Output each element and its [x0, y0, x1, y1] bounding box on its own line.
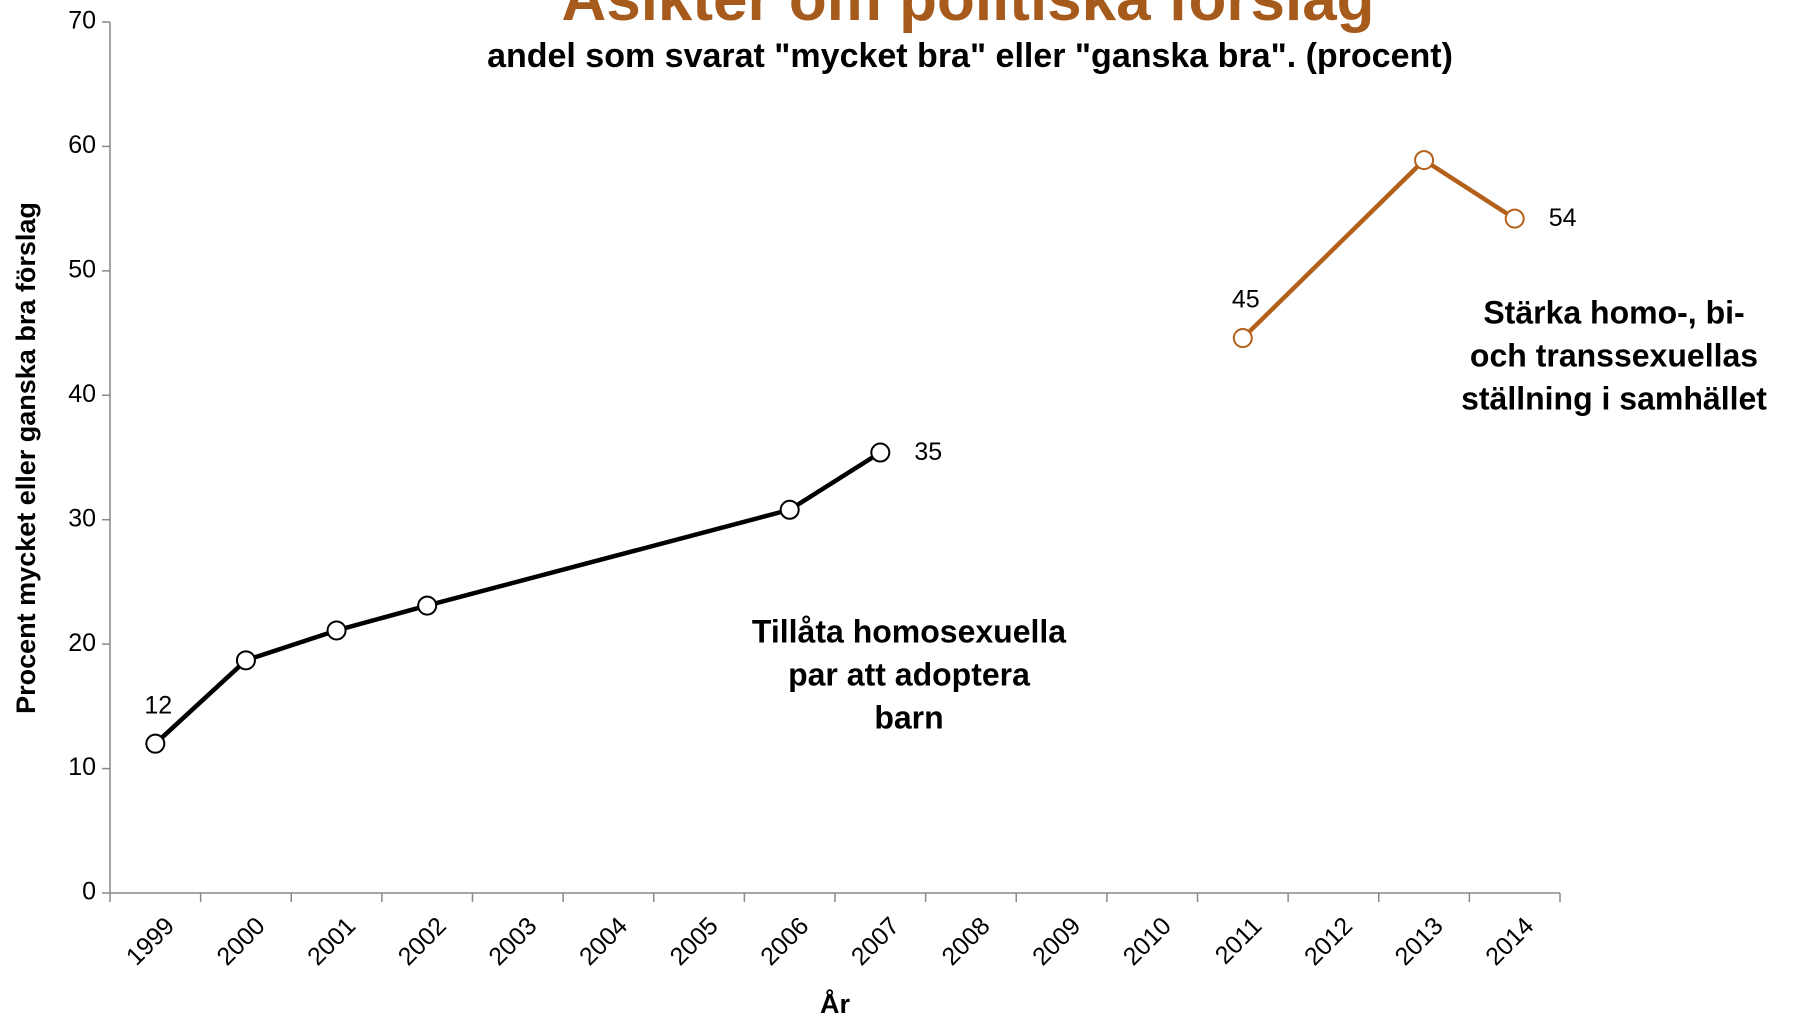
x-tick-label: 2007 [846, 912, 905, 971]
data-point [1504, 208, 1525, 229]
y-tick-label: 70 [68, 7, 96, 35]
series-annotation: och transsexuellas [1470, 337, 1758, 373]
data-point [417, 595, 438, 616]
series-annotation: Tillåta homosexuella [752, 613, 1066, 649]
x-tick-label: 2011 [1210, 912, 1268, 970]
data-label: 12 [144, 691, 172, 719]
series-annotation: par att adoptera [788, 656, 1030, 692]
data-point [779, 499, 800, 520]
chart-title: Åsikter om politiska förslag [561, 0, 1374, 34]
x-tick-label: 2012 [1299, 912, 1358, 971]
data-label: 35 [914, 438, 942, 466]
y-tick-label: 50 [68, 255, 96, 283]
data-point [326, 620, 347, 641]
series-line [153, 450, 882, 746]
x-tick-label: 2010 [1118, 912, 1177, 971]
x-tick-label: 2002 [393, 912, 452, 971]
x-tick-label: 2005 [665, 912, 724, 971]
data-point [1414, 150, 1435, 171]
y-tick-label: 20 [68, 629, 96, 657]
y-tick-label: 10 [68, 753, 96, 781]
x-tick-label: 2014 [1480, 912, 1539, 971]
data-point [1232, 328, 1253, 349]
y-tick-label: 40 [68, 380, 96, 408]
y-tick-label: 0 [82, 878, 96, 906]
x-tick-label: 2013 [1390, 912, 1449, 971]
x-tick-label: 2004 [574, 912, 633, 971]
x-tick-label: 2000 [211, 912, 270, 971]
x-tick-label: 2003 [483, 912, 542, 971]
x-tick-label: 2006 [755, 912, 814, 971]
data-point [870, 442, 891, 463]
x-tick-label: 2008 [936, 912, 995, 971]
series-annotation: ställning i samhället [1461, 380, 1767, 416]
x-tick-label: 1999 [121, 912, 180, 971]
x-tick-label: 2009 [1027, 912, 1086, 971]
data-label: 45 [1232, 286, 1260, 314]
chart-subtitle: andel som svarat "mycket bra" eller "gan… [487, 37, 1453, 75]
x-axis-label: År [820, 988, 850, 1019]
y-axis-label: Procent mycket eller ganska bra förslag [11, 202, 41, 714]
data-label: 54 [1549, 204, 1577, 232]
data-point [145, 733, 166, 754]
series-annotation: barn [874, 699, 943, 735]
data-point [235, 650, 256, 671]
series-annotation: Stärka homo-, bi- [1483, 294, 1744, 330]
y-tick-label: 30 [68, 504, 96, 532]
series-line [1241, 157, 1516, 340]
x-tick-label: 2001 [302, 912, 361, 971]
y-tick-label: 60 [68, 131, 96, 159]
